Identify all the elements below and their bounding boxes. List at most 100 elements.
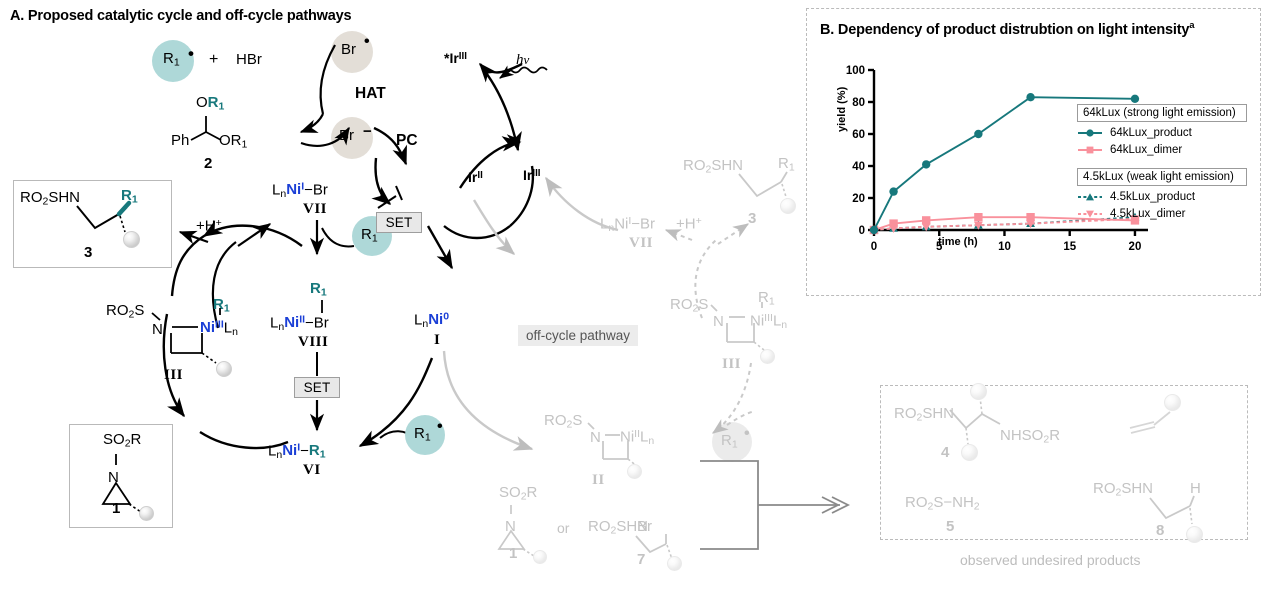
complex-iii-r1: R1	[213, 296, 230, 315]
gray-compound-3-r1: R1	[778, 155, 795, 174]
nickel-vi-formula: LnNiI−R1	[268, 442, 326, 462]
gray-down-arrow	[472, 199, 516, 255]
gray-compound-1-sphere	[533, 550, 547, 564]
r1-radical-bottom-label: R1	[414, 425, 431, 444]
gray-nickel-vii-roman: VII	[629, 235, 654, 251]
compound-7-br: Br	[637, 518, 652, 535]
complex-ii-sphere	[627, 464, 642, 479]
legend-label-4.5kLux_dimer: 4.5kLux_dimer	[1110, 208, 1186, 220]
chart-y-tick-40: 40	[852, 161, 865, 173]
panel-a-title: A. Proposed catalytic cycle and off-cycl…	[10, 8, 352, 24]
legend-item-64kLux_product[interactable]: 64kLux_product	[1077, 127, 1247, 139]
gray-r1-radical-dot: •	[744, 425, 750, 442]
compound-2-ph: Ph	[171, 132, 190, 149]
chart-series-64kLux_product	[869, 93, 1140, 235]
proton-label-left: +H+	[196, 217, 222, 235]
chart-y-axis-label: yield (%)	[836, 86, 848, 132]
compound-2-number: 2	[204, 155, 213, 172]
compound-1-aziridine	[101, 454, 142, 513]
compound-1-number: 1	[112, 500, 121, 517]
complex-iii-roman: III	[164, 367, 184, 383]
nickel-viii-roman: VIII	[298, 334, 329, 350]
compound-1-so2r: SO2R	[103, 431, 142, 450]
pc-label: PC	[396, 132, 418, 149]
undesired-products-box	[880, 385, 1248, 540]
nickel-viii-bond	[321, 300, 323, 313]
gray-complex-iii-nitrogen: N	[713, 313, 724, 330]
compound-3-sphere	[123, 231, 140, 248]
compound-4-number: 4	[941, 444, 950, 461]
legend-label-64kLux_dimer: 64kLux_dimer	[1110, 144, 1183, 156]
hnu-label: hν	[516, 52, 530, 68]
gray-nickel-vii-formula: LnNiI−Br	[600, 215, 656, 235]
off-cycle-arrow-i-to-ii	[442, 350, 534, 451]
compound-7-number: 7	[637, 551, 646, 568]
legend-swatch-64kLux_product	[1078, 129, 1102, 137]
legend-swatch-4.5kLux_product	[1078, 193, 1102, 201]
r1-radical-bottom-dot: •	[437, 418, 443, 435]
gray-complex-iii-roman: III	[722, 356, 742, 372]
legend-label-4.5kLux_product: 4.5kLux_product	[1110, 191, 1196, 203]
r1-radical-top-label: R1	[163, 50, 180, 69]
chart-x-axis-label: time (h)	[938, 236, 978, 248]
products-bracket-and-arrow	[700, 460, 851, 550]
nickel-i-roman: I	[434, 332, 441, 348]
complex-iii-nickel: NiIIILn	[200, 319, 238, 339]
chart-y-tick-60: 60	[852, 129, 865, 141]
legend-item-4.5kLux_dimer[interactable]: 4.5kLux_dimer	[1077, 208, 1247, 220]
compound-7-sphere	[667, 556, 682, 571]
compound-4-skeleton	[949, 396, 1001, 445]
cycle-left-arcs	[162, 220, 303, 450]
compound-1-sphere	[139, 506, 154, 521]
hbr-label: HBr	[236, 51, 262, 68]
legend-item-64kLux_dimer[interactable]: 64kLux_dimer	[1077, 144, 1247, 156]
panel-b-title: B. Dependency of product distrubtion on …	[820, 20, 1195, 38]
gray-compound-3-number: 3	[748, 210, 757, 227]
compound-4-sphere-top	[970, 383, 987, 400]
compound-4-right-label: NHSO2R	[1000, 427, 1061, 446]
legend-item-4.5kLux_product[interactable]: 4.5kLux_product	[1077, 191, 1247, 203]
chart-x-tick-0: 0	[871, 241, 877, 253]
nickel-vii-roman: VII	[303, 201, 328, 217]
bromide-to-iridium-arrow	[373, 126, 408, 166]
set2-to-vi-arrow	[309, 400, 325, 432]
off-cycle-dotted-arcs	[712, 362, 756, 434]
bromine-anion-charge: −	[363, 123, 372, 140]
complex-ii-nickel: NiIILn	[620, 428, 655, 448]
nickel-viii-r1: R1	[310, 280, 327, 299]
compound-8-formula: RO2SHN	[1093, 480, 1154, 499]
legend-group-1-label: 64kLux (strong light emission)	[1077, 104, 1247, 122]
set-arrows	[377, 185, 454, 270]
r1-radical-circle-top	[152, 40, 194, 82]
complex-iii-sphere	[216, 361, 232, 377]
chart-y-tick-20: 20	[852, 193, 865, 205]
compound-7-formula: RO2SHN	[588, 518, 649, 537]
r1-radical-top-dot: •	[188, 44, 194, 63]
plus-sign-top: +	[209, 51, 219, 68]
bromine-radical-dot: •	[364, 33, 370, 50]
alkene-sphere	[1164, 394, 1181, 411]
nickel-vi-roman: VI	[303, 462, 321, 478]
compound-5-formula: RO2S−NH2	[905, 494, 980, 513]
panel-b-title-superscript: a	[1189, 20, 1195, 31]
compound-2-or1-top: OR1	[196, 94, 225, 113]
ir-two-label: IrII	[468, 169, 483, 185]
complex-iii-nitrogen: N	[152, 321, 163, 338]
ir-three-label: IrIII	[523, 167, 541, 183]
proton-label-right: +H+	[676, 215, 702, 233]
gray-complex-iii-r1: R1	[758, 289, 775, 308]
compound-4-left-label: RO2SHN	[894, 405, 955, 424]
or-label: or	[557, 520, 570, 536]
compound-8-h: H	[1190, 480, 1201, 497]
compound-2-or1-bottom: OR1	[219, 132, 248, 151]
compound-1-nitrogen: N	[108, 469, 119, 486]
hat-label: HAT	[355, 85, 386, 102]
compound-4-sphere-bottom	[961, 444, 978, 461]
alkene-fragment	[1129, 411, 1171, 434]
set-box-2: SET	[294, 377, 340, 398]
chart-y-tick-80: 80	[852, 97, 865, 109]
gray-r1-radical-label: R1	[721, 432, 738, 451]
gray-complex-iii-sphere	[760, 349, 775, 364]
hat-arrows	[299, 44, 350, 147]
proton-arrow-left	[178, 223, 272, 329]
